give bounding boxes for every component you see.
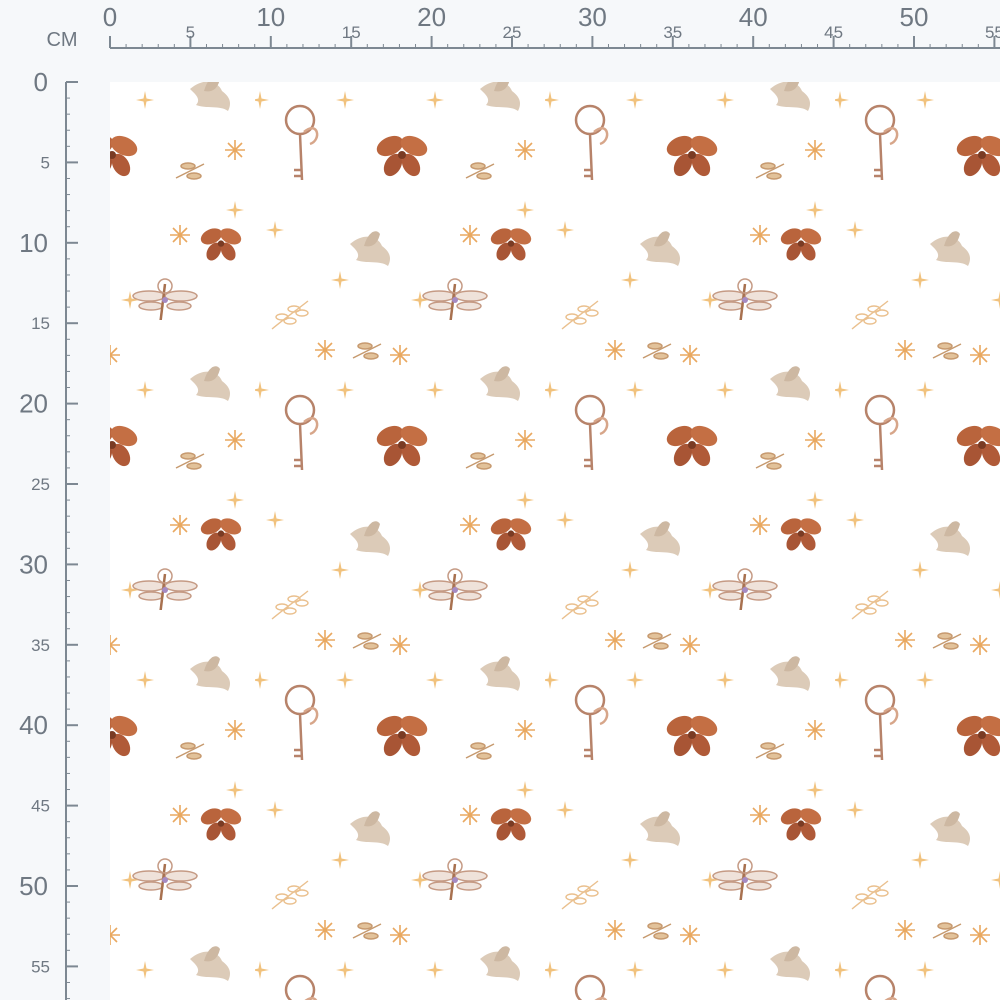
top-ruler-label: 35 bbox=[663, 23, 682, 42]
top-ruler-label: 45 bbox=[824, 23, 843, 42]
top-ruler-label: 15 bbox=[342, 23, 361, 42]
left-ruler-label: 50 bbox=[19, 871, 48, 901]
unit-label: CM bbox=[46, 29, 77, 51]
top-ruler-label: 55 bbox=[985, 23, 1000, 42]
left-ruler-label: 25 bbox=[31, 475, 50, 494]
left-ruler-label: 20 bbox=[19, 389, 48, 419]
top-ruler-label: 0 bbox=[103, 2, 117, 32]
left-ruler-label: 30 bbox=[19, 549, 48, 579]
top-ruler-label: 40 bbox=[739, 2, 768, 32]
top-ruler-label: 20 bbox=[417, 2, 446, 32]
top-ruler-label: 5 bbox=[186, 23, 195, 42]
left-ruler-label: 35 bbox=[31, 636, 50, 655]
left-ruler-label: 10 bbox=[19, 228, 48, 258]
left-ruler-label: 0 bbox=[34, 67, 48, 97]
top-ruler-label: 50 bbox=[900, 2, 929, 32]
top-ruler-label: 10 bbox=[256, 2, 285, 32]
top-ruler-label: 25 bbox=[503, 23, 522, 42]
top-ruler-label: 30 bbox=[578, 2, 607, 32]
fabric-pattern bbox=[110, 82, 1000, 1000]
left-ruler-label: 45 bbox=[31, 797, 50, 816]
left-ruler-label: 15 bbox=[31, 314, 50, 333]
left-ruler-label: 40 bbox=[19, 710, 48, 740]
left-ruler-label: 5 bbox=[41, 153, 50, 172]
left-ruler-label: 55 bbox=[31, 957, 50, 976]
